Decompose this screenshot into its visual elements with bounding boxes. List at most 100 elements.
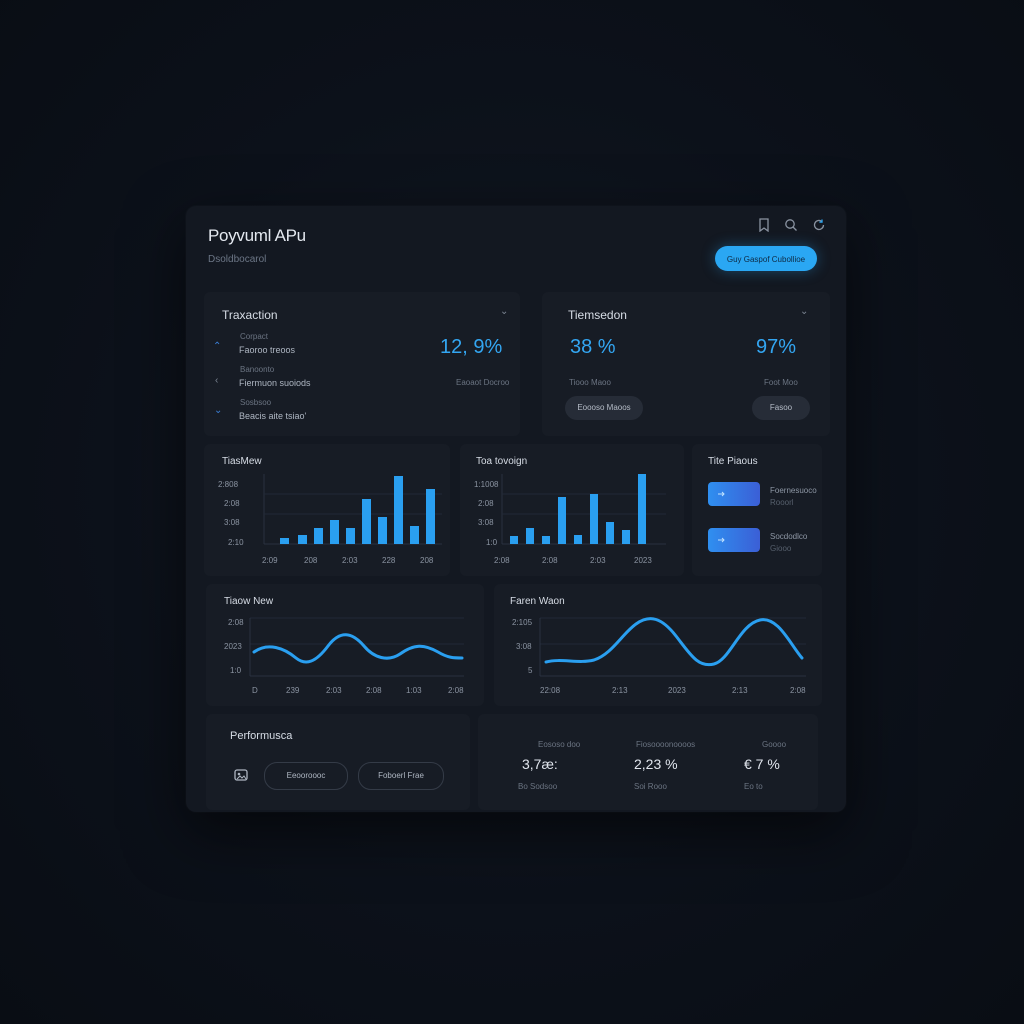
x-tick: 2:13 bbox=[612, 686, 628, 695]
x-tick: 1:03 bbox=[406, 686, 422, 695]
tile-meta: Rooorl bbox=[770, 498, 794, 507]
series-line bbox=[252, 633, 464, 664]
y-tick: 2:10 bbox=[228, 538, 244, 547]
performance-button[interactable]: Foboerl Frae bbox=[358, 762, 444, 790]
card-title: Performusca bbox=[230, 730, 293, 742]
tile-meta: Giooo bbox=[770, 544, 792, 553]
bar bbox=[298, 535, 307, 544]
stat-label: Eososo doo bbox=[538, 740, 581, 749]
performance-button[interactable]: Eeooroooc bbox=[264, 762, 348, 790]
metric-caption: Foot Moo bbox=[764, 378, 798, 387]
y-tick: 3:08 bbox=[224, 518, 240, 527]
chart-title: TiasMew bbox=[222, 456, 262, 467]
metric-caption: Tiooo Maoo bbox=[569, 378, 611, 387]
y-tick: 3:08 bbox=[516, 642, 532, 651]
bar bbox=[378, 517, 387, 544]
toggle-switch[interactable] bbox=[708, 528, 760, 552]
row-meta: Banoonto bbox=[240, 365, 275, 374]
primary-action-button[interactable]: Guy Gaspof Cubollioe bbox=[715, 246, 817, 271]
y-tick: 1:0 bbox=[486, 538, 498, 547]
bar bbox=[426, 489, 435, 544]
card-title: Tite Piaous bbox=[708, 456, 758, 467]
wave-chart-1 bbox=[249, 617, 464, 677]
bar bbox=[330, 520, 339, 544]
chart-title: Tiaow New bbox=[224, 596, 274, 607]
list-item[interactable]: Beacis aite tsiao' bbox=[239, 411, 307, 421]
y-tick: 2:808 bbox=[218, 480, 239, 489]
stat-caption: Eo to bbox=[744, 782, 763, 791]
bar-chart-card: Toa tovoign 1:1008 2:08 3:08 1:0 2:08 2:… bbox=[460, 444, 684, 576]
breadcrumb[interactable]: Dsoldbocarol bbox=[208, 254, 267, 265]
x-tick: 2:03 bbox=[590, 556, 606, 565]
row-meta: Corpact bbox=[240, 332, 269, 341]
chevron-down-icon[interactable]: ⌄ bbox=[800, 306, 809, 317]
line-chart-card: Faren Waon 2:105 3:08 5 22:08 2:13 2023 … bbox=[494, 584, 822, 706]
list-item[interactable]: Fiermuon suoiods bbox=[239, 378, 311, 388]
details-button[interactable]: Eoooso Maoos bbox=[565, 396, 643, 420]
stat-caption: Bo Sodsoo bbox=[518, 782, 558, 791]
x-tick: 208 bbox=[304, 556, 318, 565]
search-icon[interactable] bbox=[783, 218, 799, 234]
x-tick: 2023 bbox=[668, 686, 686, 695]
y-tick: 2:105 bbox=[512, 618, 533, 627]
x-tick: 2:03 bbox=[326, 686, 342, 695]
card-title: Tiemsedon bbox=[568, 308, 627, 322]
row-meta: Sosbsoo bbox=[240, 398, 272, 407]
value-caption: Eaoaot Docroo bbox=[456, 378, 510, 387]
x-tick: 2:08 bbox=[494, 556, 510, 565]
bar bbox=[410, 526, 419, 544]
x-tick: 228 bbox=[382, 556, 396, 565]
chevron-down-icon[interactable]: ⌄ bbox=[500, 306, 509, 317]
y-tick: 2:08 bbox=[478, 499, 494, 508]
stat-label: Goooo bbox=[762, 740, 787, 749]
y-tick: 5 bbox=[528, 666, 533, 675]
bar bbox=[280, 538, 289, 544]
refresh-icon[interactable] bbox=[811, 218, 827, 234]
y-tick: 1:1008 bbox=[474, 480, 499, 489]
bar bbox=[638, 474, 646, 544]
chevron-left-icon[interactable]: ‹ bbox=[215, 375, 219, 386]
toggle-switch[interactable] bbox=[708, 482, 760, 506]
stat-value: 2,23 % bbox=[634, 756, 678, 772]
dashboard-window: Poyvuml APu Dsoldbocarol Guy Gaspof Cubo… bbox=[186, 206, 846, 812]
stats-card: Eososo doo 3,7æ: Bo Sodsoo Fiosoooonoooo… bbox=[478, 714, 818, 810]
series-line bbox=[544, 617, 804, 667]
bookmark-icon[interactable] bbox=[756, 218, 772, 234]
tile-label: Foernesuoco bbox=[770, 486, 817, 495]
bar-chart-1 bbox=[263, 474, 442, 545]
chart-title: Faren Waon bbox=[510, 596, 565, 607]
x-tick: 2:03 bbox=[342, 556, 358, 565]
stat-value: € 7 % bbox=[744, 756, 780, 772]
bar bbox=[558, 497, 566, 544]
bar bbox=[346, 528, 355, 544]
image-icon[interactable] bbox=[234, 768, 248, 782]
x-tick: 22:08 bbox=[540, 686, 561, 695]
transaction-summary-card: Tiemsedon ⌄ 38 % Tiooo Maoo 97% Foot Moo… bbox=[542, 292, 830, 436]
performance-card: Performusca Eeooroooc Foboerl Frae bbox=[206, 714, 470, 810]
secondary-button[interactable]: Fasoo bbox=[752, 396, 810, 420]
y-tick: 1:0 bbox=[230, 666, 242, 675]
x-tick: 2:08 bbox=[542, 556, 558, 565]
chevron-up-icon[interactable]: ⌃ bbox=[213, 341, 222, 352]
transaction-card: Traxaction ⌄ Corpact ⌃ Faoroo treoos Ban… bbox=[204, 292, 520, 436]
bar bbox=[314, 528, 323, 544]
bar bbox=[526, 528, 534, 544]
chevron-down-icon[interactable]: ⌄ bbox=[214, 405, 223, 416]
x-tick: 239 bbox=[286, 686, 300, 695]
metric-value: 97% bbox=[756, 336, 797, 358]
bar bbox=[622, 530, 630, 544]
bar-chart-2 bbox=[501, 474, 666, 545]
chart-title: Toa tovoign bbox=[476, 456, 528, 467]
x-tick: 2:13 bbox=[732, 686, 748, 695]
bar bbox=[542, 536, 550, 544]
y-tick: 2023 bbox=[224, 642, 242, 651]
list-item[interactable]: Faoroo treoos bbox=[239, 345, 296, 355]
y-tick: 3:08 bbox=[478, 518, 494, 527]
bar bbox=[606, 522, 614, 544]
stat-value: 3,7æ: bbox=[522, 756, 558, 772]
bar bbox=[510, 536, 518, 544]
stat-caption: Soi Rooo bbox=[634, 782, 667, 791]
x-tick: 2:09 bbox=[262, 556, 278, 565]
x-tick: 208 bbox=[420, 556, 434, 565]
y-tick: 2:08 bbox=[224, 499, 240, 508]
